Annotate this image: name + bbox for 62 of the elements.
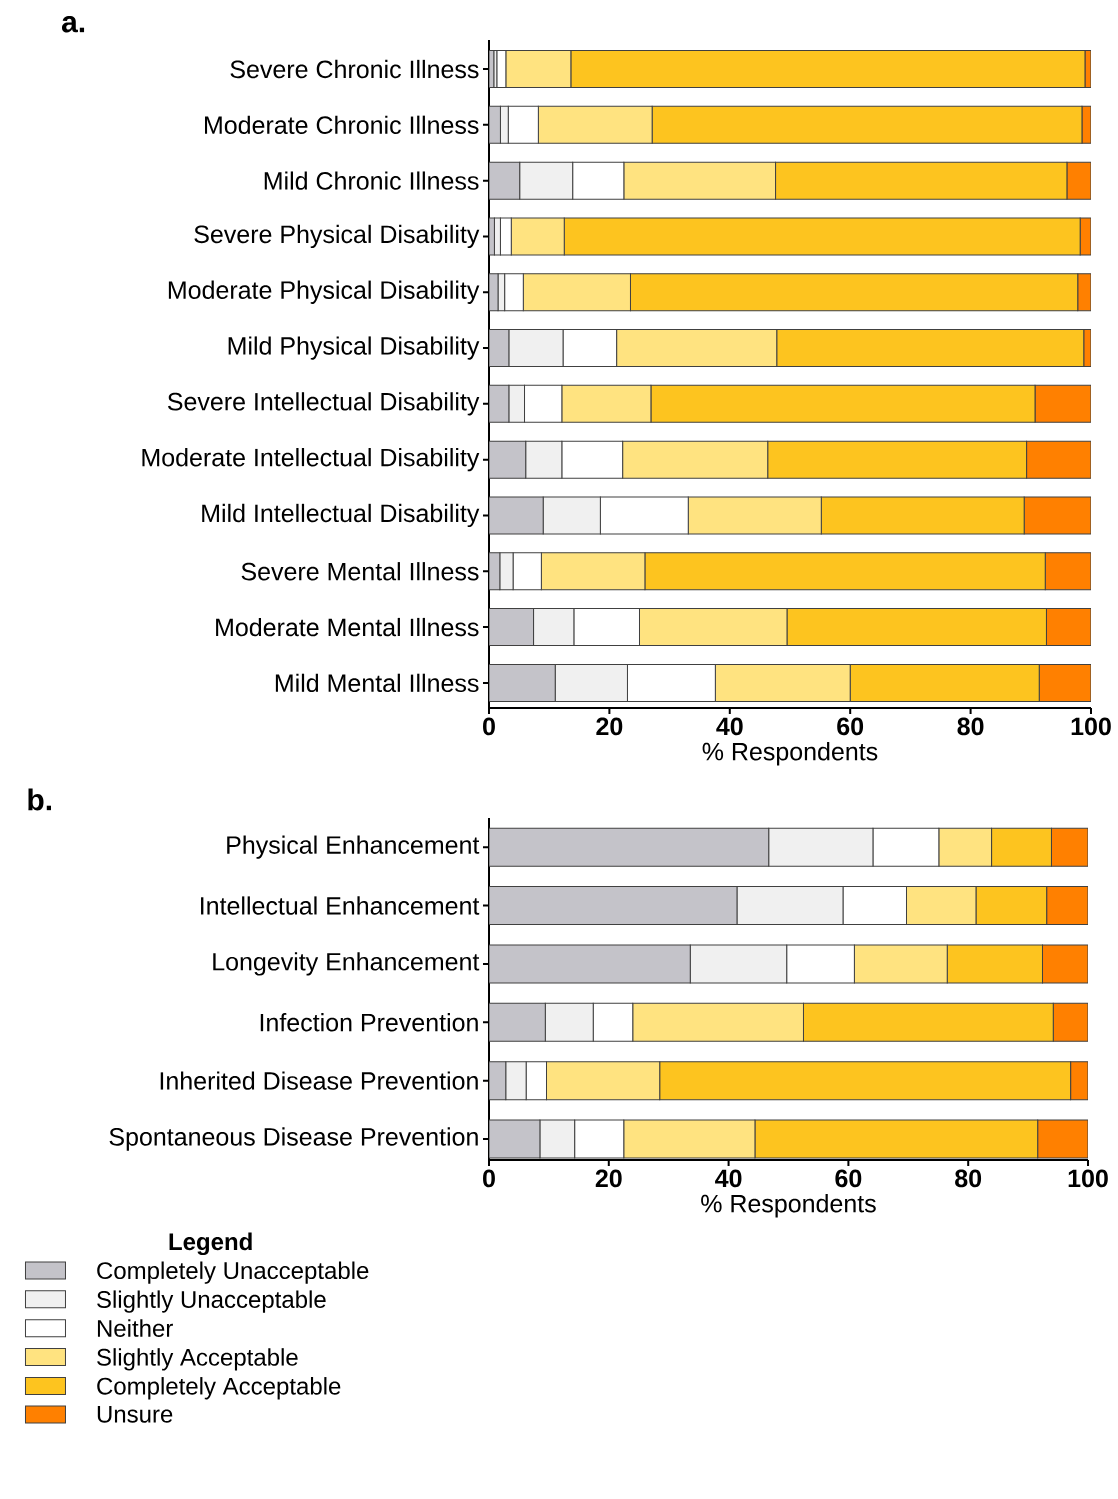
legend-label: Unsure (97, 1405, 173, 1423)
bar (1044, 552, 1091, 591)
x-tick-label: 0 (483, 717, 495, 736)
bar (489, 886, 738, 926)
legend-label: Slightly Unacceptable (97, 1290, 326, 1313)
bar (488, 440, 527, 479)
x-tick-label: 60 (835, 1169, 862, 1188)
bar (1038, 663, 1091, 702)
y-tick-label: Moderate Intellectual Disability (142, 448, 480, 472)
legend-label: Neither (97, 1319, 173, 1337)
text: b. (28, 788, 52, 811)
y-tick-label: Intellectual Enhancement (201, 896, 480, 915)
bar (1046, 886, 1088, 926)
y-tick-label: Moderate Mental Illness (216, 617, 479, 637)
x-tick-label: 20 (595, 1169, 622, 1188)
x-tick-label: 100 (1068, 1169, 1108, 1188)
x-axis-title: % Respondents (702, 742, 878, 766)
bar (489, 944, 691, 984)
x-tick-label: 80 (957, 717, 984, 736)
bar (1052, 1002, 1088, 1042)
legend-title: Legend (169, 1232, 252, 1256)
bar (1037, 1119, 1088, 1159)
x-tick-label: 60 (837, 717, 864, 736)
bar (1050, 827, 1088, 867)
bar (1070, 1061, 1088, 1101)
y-tick-label: Severe Intellectual Disability (167, 392, 480, 416)
y-tick-label: Mild Intellectual Disability (202, 503, 480, 528)
y-tick-label: Mild Physical Disability (228, 336, 480, 360)
bar (488, 663, 556, 702)
bar (489, 1119, 541, 1159)
y-tick-label: Moderate Chronic Illness (205, 115, 479, 135)
text: a. (61, 16, 85, 33)
x-tick-label: 20 (596, 717, 623, 736)
bar (1041, 944, 1088, 984)
bar (1034, 384, 1091, 423)
x-tick-label: 0 (483, 1169, 495, 1188)
x-tick-label: 80 (955, 1169, 982, 1188)
x-tick-label: 40 (715, 1169, 742, 1188)
y-tick-label: Longevity Enhancement (213, 952, 480, 976)
y-tick-label: Severe Chronic Illness (230, 59, 479, 79)
bar (488, 608, 535, 647)
legend-label: Completely Acceptable (97, 1377, 341, 1400)
y-tick-label: Inherited Disease Prevention (160, 1071, 478, 1090)
bar (488, 496, 544, 535)
bar (1023, 496, 1091, 535)
y-tick-label: Mild Chronic Illness (264, 171, 479, 190)
x-tick-label: 40 (716, 717, 743, 736)
legend-label: Completely Unacceptable (97, 1261, 369, 1284)
bar (1045, 608, 1091, 647)
y-tick-label: Physical Enhancement (227, 835, 480, 859)
legend-label: Slightly Acceptable (97, 1348, 298, 1371)
x-axis-title: % Respondents (701, 1194, 876, 1218)
y-tick-label: Moderate Physical Disability (168, 280, 480, 304)
y-tick-label: Severe Physical Disability (194, 224, 480, 249)
y-tick-label: Mild Mental Illness (275, 673, 479, 693)
y-tick-label: Infection Prevention (260, 1013, 478, 1032)
bar (489, 1002, 546, 1042)
y-tick-label: Spontaneous Disease Prevention (109, 1127, 478, 1151)
x-tick-label: 100 (1071, 717, 1111, 736)
y-tick-label: Severe Mental Illness (241, 562, 479, 581)
bar (1026, 440, 1091, 479)
bar (489, 827, 770, 867)
